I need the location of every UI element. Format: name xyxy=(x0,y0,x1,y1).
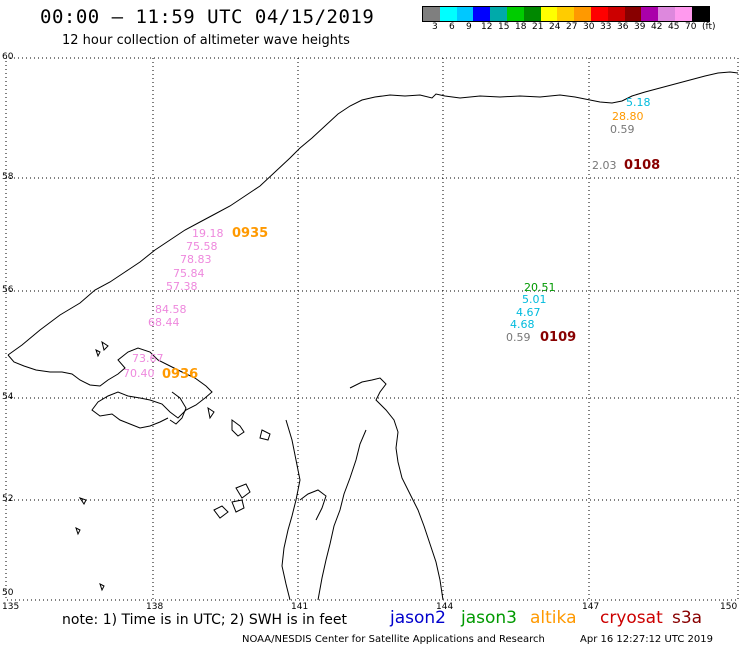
wave-height: 75.84 xyxy=(173,267,205,280)
satellite-jason3: jason3 xyxy=(461,608,517,628)
color-scale xyxy=(422,6,710,22)
lon-label: 147 xyxy=(582,602,600,612)
wave-height: 28.80 xyxy=(612,110,644,123)
scale-swatch xyxy=(523,7,541,21)
pass-time: 0936 xyxy=(162,367,199,382)
wave-height: 5.01 xyxy=(522,293,547,306)
map-subtitle: 12 hour collection of altimeter wave hei… xyxy=(62,33,350,48)
color-scale-labels: 3 6 9 12 15 18 21 24 27 30 33 36 39 42 4… xyxy=(422,22,740,34)
lon-label: 144 xyxy=(436,602,454,612)
wave-height: 4.68 xyxy=(510,318,535,331)
wave-height: 57.38 xyxy=(166,280,198,293)
scale-label: 3 xyxy=(432,22,438,32)
coast-sakhalin-east xyxy=(349,377,444,601)
wave-height: 78.83 xyxy=(180,253,212,266)
scale-swatch xyxy=(641,7,659,21)
pass-time: 0935 xyxy=(232,226,269,241)
coast-bay xyxy=(169,391,187,425)
wave-height: 70.40 xyxy=(123,367,155,380)
wave-height: 68.44 xyxy=(148,316,180,329)
scale-label: (ft) xyxy=(702,22,716,32)
scale-swatch xyxy=(607,7,625,21)
scale-swatch xyxy=(473,7,491,21)
scale-swatch xyxy=(506,7,524,21)
scale-label: 15 xyxy=(498,22,510,32)
scale-label: 24 xyxy=(549,22,561,32)
scale-label: 70 xyxy=(685,22,697,32)
scale-swatch xyxy=(423,7,440,21)
wave-height: 0.59 xyxy=(506,331,531,344)
wave-height: 0.59 xyxy=(610,123,635,136)
wave-height: 5.18 xyxy=(626,96,651,109)
scale-label: 33 xyxy=(600,22,612,32)
scale-label: 45 xyxy=(668,22,680,32)
scale-label: 39 xyxy=(634,22,646,32)
lat-label: 58 xyxy=(2,172,14,182)
coast-shelikhov xyxy=(7,347,213,429)
credit-line: NOAA/NESDIS Center for Satellite Applica… xyxy=(242,634,545,645)
wave-height: 2.03 xyxy=(592,159,617,172)
wave-height: 75.58 xyxy=(186,240,218,253)
scale-label: 9 xyxy=(466,22,472,32)
scale-swatch xyxy=(574,7,591,21)
islands xyxy=(75,340,271,592)
scale-label: 27 xyxy=(566,22,578,32)
scale-swatch xyxy=(624,7,642,21)
wave-height: 84.58 xyxy=(155,303,187,316)
scale-swatch xyxy=(674,7,692,21)
pass-time: 0109 xyxy=(540,330,577,345)
coast-north xyxy=(7,71,739,356)
scale-label: 21 xyxy=(532,22,544,32)
lat-label: 50 xyxy=(2,588,14,598)
wave-height: 73.67 xyxy=(132,352,164,365)
scale-swatch xyxy=(540,7,558,21)
satellite-jason2: jason2 xyxy=(390,608,446,628)
scale-label: 6 xyxy=(449,22,455,32)
pass-time: 0108 xyxy=(624,158,661,173)
satellite-altika: altika xyxy=(530,608,577,628)
scale-swatch xyxy=(590,7,608,21)
lat-label: 56 xyxy=(2,285,14,295)
generated-timestamp: Apr 16 12:27:12 UTC 2019 xyxy=(580,634,713,645)
scale-swatch xyxy=(490,7,507,21)
wave-height: 19.18 xyxy=(192,227,224,240)
scale-label: 42 xyxy=(651,22,663,32)
scale-swatch xyxy=(456,7,474,21)
lon-label: 141 xyxy=(291,602,309,612)
map-frame xyxy=(5,57,739,601)
coast-gulf xyxy=(299,489,327,521)
lon-label: 150 xyxy=(720,602,738,612)
lat-label: 52 xyxy=(2,494,14,504)
scale-swatch xyxy=(439,7,457,21)
page-title: 00:00 – 11:59 UTC 04/15/2019 xyxy=(40,6,375,28)
coast-sakhalin-west xyxy=(317,429,367,601)
satellite-s3a: s3a xyxy=(672,608,703,628)
scale-label: 36 xyxy=(617,22,629,32)
wave-height: 20.51 xyxy=(524,281,556,294)
scale-swatch xyxy=(557,7,575,21)
scale-swatch xyxy=(658,7,675,21)
graticule xyxy=(6,57,738,600)
coastline xyxy=(7,71,739,601)
footer-note: note: 1) Time is in UTC; 2) SWH is in fe… xyxy=(62,612,348,628)
satellite-cryosat: cryosat xyxy=(600,608,663,628)
lat-label: 54 xyxy=(2,392,14,402)
lat-label: 60 xyxy=(2,52,14,62)
scale-label: 30 xyxy=(583,22,595,32)
wave-height: 4.67 xyxy=(516,306,541,319)
scale-label: 18 xyxy=(515,22,527,32)
scale-label: 12 xyxy=(481,22,493,32)
lon-label: 138 xyxy=(146,602,164,612)
lon-label: 135 xyxy=(2,602,20,612)
scale-swatch xyxy=(691,7,709,21)
coast-mainland xyxy=(281,419,301,601)
